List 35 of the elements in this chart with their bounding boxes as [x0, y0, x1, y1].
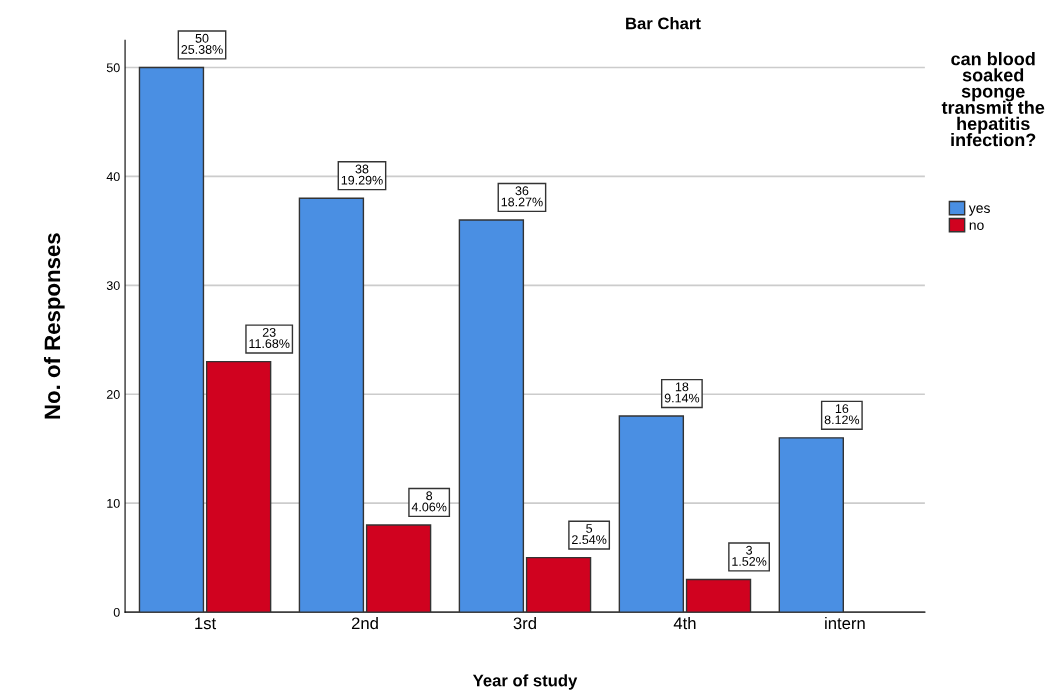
- x-tick-label: intern: [825, 616, 865, 630]
- x-tick-label: 2nd: [351, 616, 378, 630]
- y-tick-label: 0: [113, 607, 120, 617]
- chart-title: Bar Chart: [626, 17, 701, 30]
- x-axis-title: Year of study: [472, 674, 578, 690]
- data-label: 5 2.54%: [572, 524, 607, 545]
- bar: [205, 360, 272, 613]
- data-label: 23 11.68%: [249, 327, 290, 348]
- bar: [525, 556, 592, 613]
- x-tick-label: 3rd: [513, 616, 536, 630]
- legend-label: yes: [968, 205, 990, 216]
- data-label: 16 8.12%: [824, 404, 860, 425]
- x-tick-label: 4th: [673, 616, 696, 630]
- data-label: 3 1.52%: [732, 545, 767, 566]
- y-tick-label: 50: [106, 63, 120, 73]
- bar: [458, 219, 525, 613]
- data-label: 50 25.38%: [181, 33, 223, 54]
- x-tick-label: 1st: [195, 617, 217, 630]
- data-label: 18 9.14%: [664, 382, 700, 403]
- bar: [618, 415, 685, 613]
- bar: [778, 437, 844, 613]
- bar: [685, 578, 752, 613]
- data-label: 38 19.29%: [341, 164, 383, 185]
- legend-title: can blood soaked sponge transmit the hepatitis infection?: [941, 52, 1045, 147]
- bar: [298, 197, 365, 613]
- y-tick-label: 10: [107, 498, 120, 508]
- y-tick-label: 20: [106, 390, 120, 399]
- y-tick-label: 30: [106, 281, 120, 290]
- legend-label: no: [969, 222, 984, 231]
- bar: [365, 524, 432, 613]
- y-axis-title: No. of Responses: [43, 233, 65, 419]
- bar: [138, 66, 205, 613]
- y-tick-label: 40: [106, 172, 120, 182]
- data-label: 8 4.06%: [411, 491, 447, 512]
- data-label: 36 18.27%: [501, 186, 543, 207]
